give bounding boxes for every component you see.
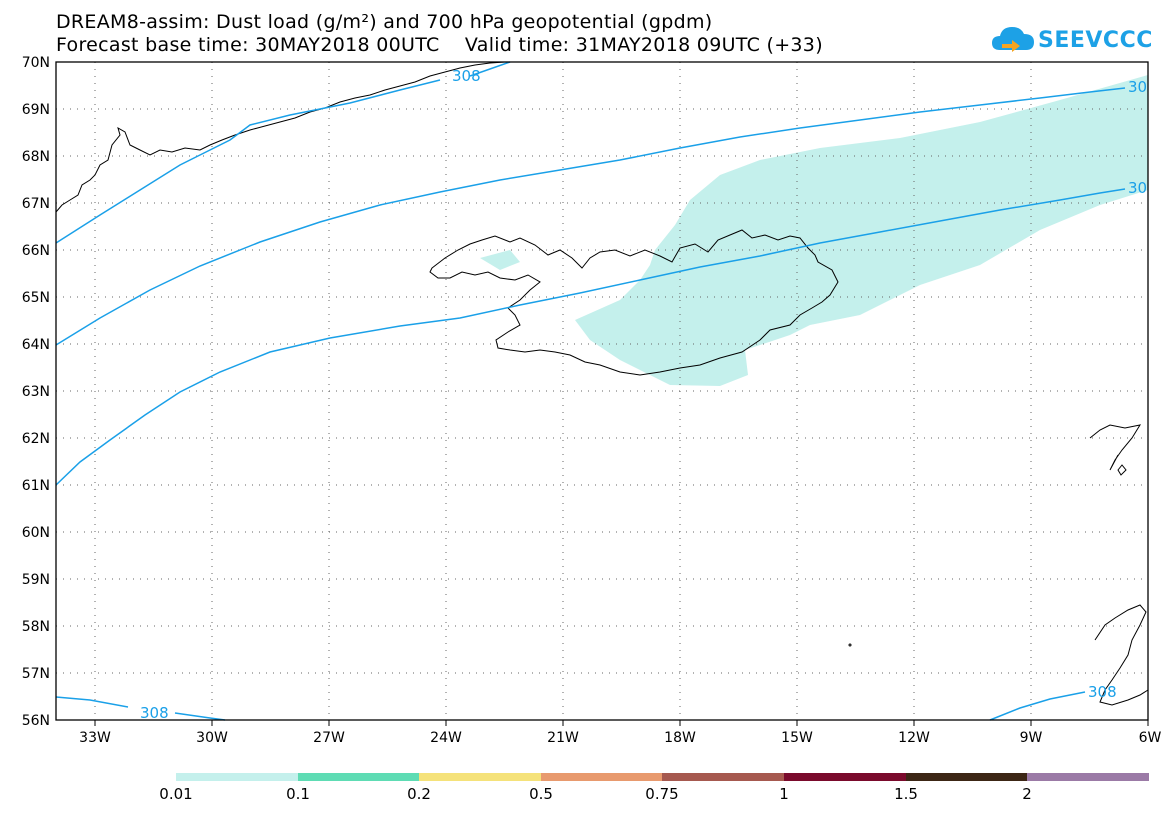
lon-tick-label: 24W	[430, 730, 462, 746]
lat-tick-label: 64N	[22, 337, 50, 353]
lon-tick-label: 12W	[898, 730, 930, 746]
lat-tick-label: 70N	[22, 55, 50, 71]
lat-tick-label: 66N	[22, 243, 50, 259]
lat-tick-label: 69N	[22, 102, 50, 118]
colorbar-label: 0.2	[407, 785, 431, 803]
contour-label: 30	[1128, 78, 1147, 96]
colorbar-segment	[298, 773, 419, 781]
contour-line-4	[55, 696, 129, 708]
lat-tick-label: 62N	[22, 431, 50, 447]
contour-line-1b	[469, 61, 511, 77]
map-frame	[55, 61, 1149, 721]
grid-lines	[56, 62, 1148, 720]
contour-line-4b	[174, 712, 226, 721]
contour-label: 308	[452, 67, 481, 85]
contour-line-3	[55, 188, 1126, 486]
logo-text: SEEVCCC	[1038, 28, 1153, 53]
contour-labels: 308 30 30 308 308	[140, 67, 1147, 722]
tick-marks	[94, 720, 1149, 726]
lat-tick-label: 57N	[22, 666, 50, 682]
faroe-dot	[848, 643, 852, 647]
lon-tick-label: 18W	[664, 730, 696, 746]
colorbar	[176, 773, 1149, 781]
norway-coast-north	[1089, 424, 1142, 471]
greenland-coast	[55, 61, 506, 213]
colorbar-label: 1.5	[894, 785, 918, 803]
lon-labels: 33W 30W 27W 24W 21W 18W 15W 12W 9W 6W	[79, 730, 1161, 746]
lon-tick-label: 21W	[547, 730, 579, 746]
colorbar-segment	[1027, 773, 1149, 781]
lat-tick-label: 68N	[22, 149, 50, 165]
lat-tick-label: 56N	[22, 713, 50, 729]
lat-tick-label: 67N	[22, 196, 50, 212]
coastlines	[55, 61, 1149, 706]
lat-tick-label: 63N	[22, 384, 50, 400]
colorbar-label: 1	[779, 785, 789, 803]
map-subtitle: Forecast base time: 30MAY2018 00UTC Vali…	[56, 34, 823, 56]
contour-line-5	[989, 691, 1086, 721]
lon-tick-label: 6W	[1139, 730, 1162, 746]
lat-tick-label: 59N	[22, 572, 50, 588]
lon-tick-label: 30W	[196, 730, 228, 746]
colorbar-segment	[662, 773, 784, 781]
contour-label: 30	[1128, 179, 1147, 197]
seevccc-logo: SEEVCCC	[990, 20, 1152, 60]
lon-tick-label: 15W	[781, 730, 813, 746]
dust-plume	[575, 75, 1148, 386]
contour-line-1	[55, 79, 441, 244]
map-title: DREAM8-assim: Dust load (g/m²) and 700 h…	[56, 11, 713, 33]
colorbar-label: 0.01	[159, 785, 193, 803]
colorbar-label: 0.75	[645, 785, 679, 803]
cloud-arrow-icon	[992, 27, 1034, 52]
lon-tick-label: 33W	[79, 730, 111, 746]
lon-tick-label: 27W	[313, 730, 345, 746]
lat-labels: 70N 69N 68N 67N 66N 65N 64N 63N 62N 61N …	[22, 55, 50, 729]
colorbar-label: 0.5	[529, 785, 553, 803]
scotland-coast	[1094, 604, 1149, 706]
iceland-coast	[429, 229, 839, 376]
dust-patch	[480, 250, 520, 270]
colorbar-segment	[784, 773, 906, 781]
colorbar-label: 0.1	[286, 785, 310, 803]
contour-line-2	[55, 87, 1126, 346]
colorbar-segment	[176, 773, 298, 781]
geopotential-contours	[55, 61, 1126, 721]
colorbar-segment	[906, 773, 1027, 781]
colorbar-segment	[541, 773, 662, 781]
lon-tick-label: 9W	[1020, 730, 1043, 746]
lat-tick-label: 65N	[22, 290, 50, 306]
contour-label: 308	[1088, 683, 1117, 701]
lat-tick-label: 60N	[22, 525, 50, 541]
island-small	[1117, 464, 1127, 476]
lat-tick-label: 58N	[22, 619, 50, 635]
contour-label: 308	[140, 704, 169, 722]
colorbar-label: 2	[1022, 785, 1032, 803]
lat-tick-label: 61N	[22, 478, 50, 494]
colorbar-segment	[419, 773, 541, 781]
